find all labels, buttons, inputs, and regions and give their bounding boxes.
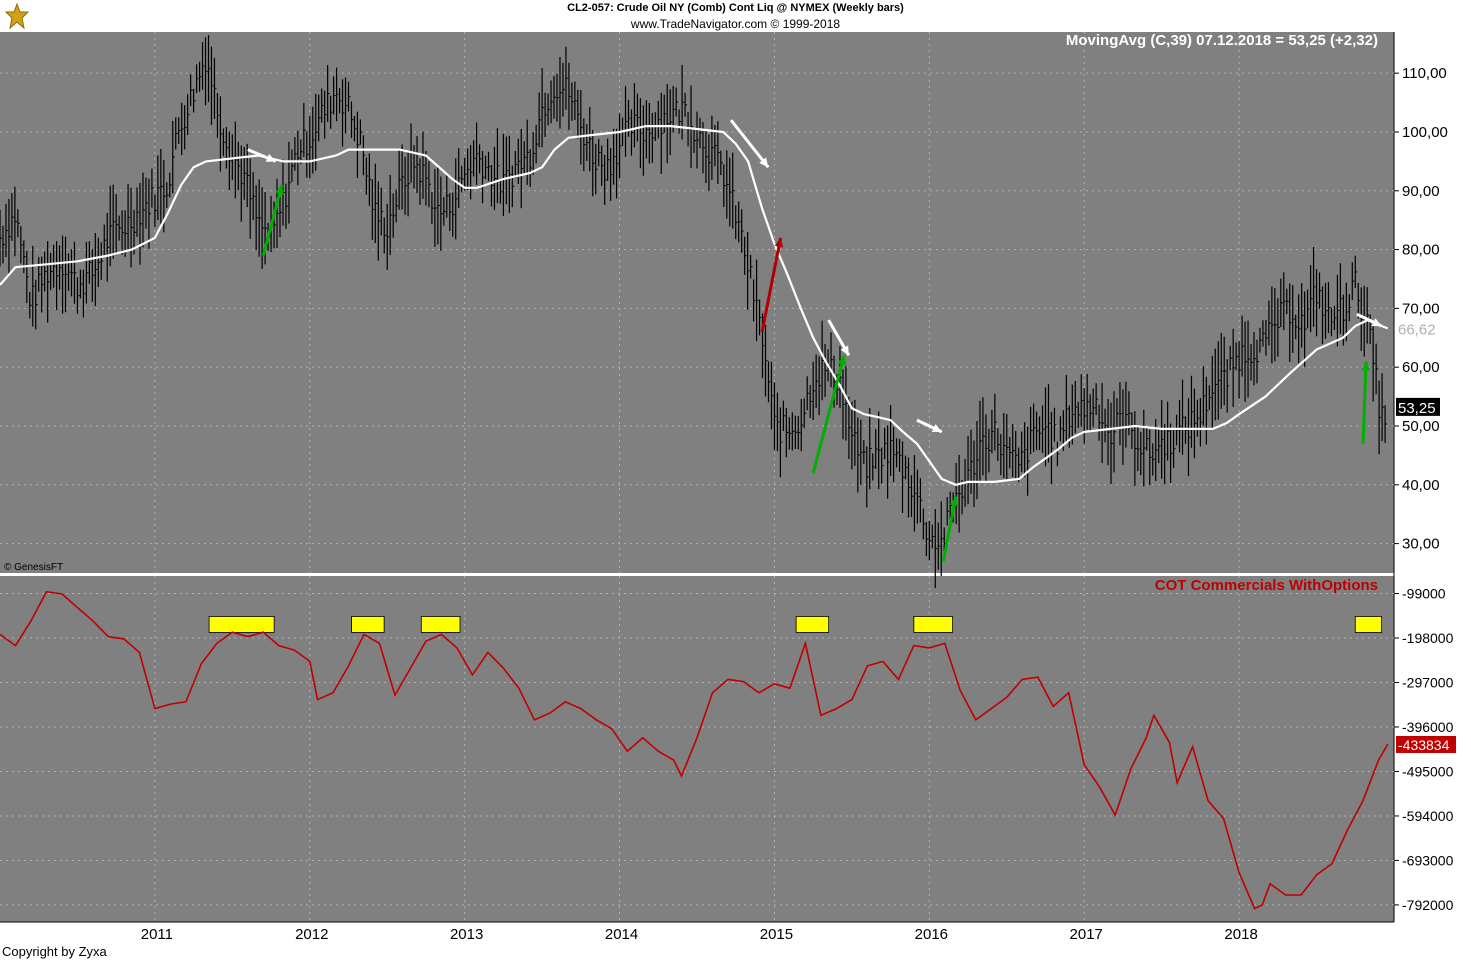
y-tick-label: 110,00 xyxy=(1402,65,1447,82)
cot-y-tick-label: -396000 xyxy=(1402,719,1454,735)
price-last-value-box xyxy=(1396,397,1440,416)
x-tick-label: 2015 xyxy=(760,926,793,943)
price-last-value-label: 53,25 xyxy=(1398,400,1436,417)
green-arrow xyxy=(1361,361,1368,444)
green-arrow xyxy=(811,355,846,474)
cot-line xyxy=(0,590,1389,910)
y-tick-label: 90,00 xyxy=(1402,183,1440,200)
x-tick-label: 2013 xyxy=(450,926,483,943)
cot-y-tick-label: -594000 xyxy=(1402,808,1454,824)
y-tick-label: 50,00 xyxy=(1402,418,1440,435)
cot-last-value-label: -433834 xyxy=(1398,737,1450,753)
green-arrow-head xyxy=(275,184,284,195)
white-arrow-head xyxy=(759,157,769,168)
y-tick-label: 100,00 xyxy=(1402,124,1448,141)
cot-y-tick-label: -198000 xyxy=(1402,630,1454,646)
white-arrow-head xyxy=(265,153,276,162)
cot-highlight-box xyxy=(795,616,830,633)
price-bars xyxy=(0,35,1388,589)
cot-y-tick-label: -792000 xyxy=(1402,897,1454,913)
white-arrow-head xyxy=(1371,318,1382,327)
cot-y-tick-label: -495000 xyxy=(1402,763,1454,779)
red-arrow xyxy=(760,237,783,333)
ma-last-value-label: 66,62 xyxy=(1398,321,1436,338)
chart-subtitle: www.TradeNavigator.com © 1999-2018 xyxy=(630,17,841,31)
cot-y-tick-label: -99000 xyxy=(1402,586,1446,602)
x-tick-label: 2012 xyxy=(295,926,328,943)
red-arrow-head xyxy=(774,237,784,248)
x-tick-label: 2011 xyxy=(141,926,173,943)
green-arrow xyxy=(261,184,284,256)
cot-title: COT Commercials WithOptions xyxy=(1155,577,1378,594)
x-tick-label: 2017 xyxy=(1070,926,1103,943)
y-tick-label: 30,00 xyxy=(1402,536,1440,553)
cot-y-tick-label: -693000 xyxy=(1402,852,1454,868)
white-arrow-head xyxy=(931,424,942,432)
cot-highlight-box xyxy=(351,616,385,633)
green-arrow-head xyxy=(837,355,847,366)
genesis-watermark: © GenesisFT xyxy=(4,562,63,573)
copyright-text: Copyright by Zyxa xyxy=(2,944,107,959)
green-arrow-head xyxy=(1361,361,1371,371)
x-tick-label: 2018 xyxy=(1224,926,1257,943)
ma-legend: MovingAvg (C,39) 07.12.2018 = 53,25 (+2,… xyxy=(1066,32,1378,49)
white-arrow xyxy=(729,119,770,169)
green-arrow-head xyxy=(949,496,959,507)
x-tick-label: 2014 xyxy=(605,926,638,943)
cot-highlight-box xyxy=(1354,616,1383,633)
y-tick-label: 40,00 xyxy=(1402,477,1440,494)
y-tick-label: 80,00 xyxy=(1402,242,1440,259)
x-tick-label: 2016 xyxy=(915,926,948,943)
cot-highlight-box xyxy=(208,616,275,633)
chart-title: CL2-057: Crude Oil NY (Comb) Cont Liq @ … xyxy=(567,2,904,14)
cot-highlight-box xyxy=(913,616,953,633)
cot-panel xyxy=(0,576,1394,922)
cot-last-value-box xyxy=(1396,735,1456,753)
tradenavigator-logo-icon xyxy=(2,2,32,32)
cot-y-tick-label: -297000 xyxy=(1402,674,1454,690)
cot-highlight-box xyxy=(420,616,461,633)
green-arrow xyxy=(941,496,958,562)
y-tick-label: 60,00 xyxy=(1402,359,1440,376)
y-tick-label: 70,00 xyxy=(1402,300,1440,317)
white-arrow-head xyxy=(840,345,849,356)
